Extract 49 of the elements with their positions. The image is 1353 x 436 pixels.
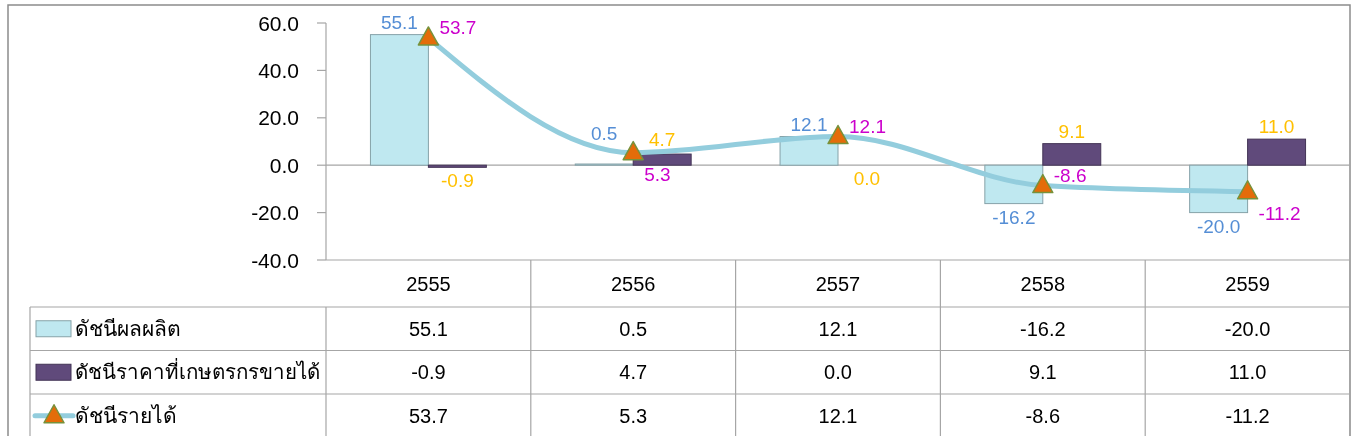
y-tick-label: 60.0 — [258, 11, 299, 35]
bar — [1042, 143, 1102, 166]
data-label: -11.2 — [1225, 404, 1270, 427]
y-tick-label: 0.0 — [269, 153, 299, 177]
text: -20.0 — [1196, 215, 1241, 237]
data-label: 4.7 — [619, 361, 648, 384]
text: 4.7 — [648, 128, 676, 150]
bar — [1247, 138, 1307, 166]
x-tick-label: 2559 — [1225, 272, 1270, 295]
legend-label: ดัชนีผลผลิต — [75, 316, 181, 340]
data-label: 55.1 — [408, 317, 448, 340]
x-tick-label: 2558 — [1020, 272, 1066, 295]
x-tick-label: 2555 — [406, 272, 451, 295]
text: -8.6 — [1053, 164, 1087, 186]
data-label: 0.5 — [619, 317, 648, 340]
text: 53.7 — [439, 16, 477, 38]
y-tick-label: 20.0 — [258, 106, 299, 130]
data-label: -8.6 — [1025, 404, 1061, 427]
data-label: 11.0 — [1228, 361, 1267, 384]
text: -11.2 — [1258, 202, 1301, 224]
y-tick-label: -40.0 — [251, 248, 299, 272]
data-label: -16.2 — [1020, 317, 1066, 340]
bar — [632, 153, 692, 166]
data-label: 0.0 — [824, 361, 852, 384]
legend-label: ดัชนีราคาที่เกษตรกรขายได้ — [75, 358, 320, 384]
text: 12.1 — [790, 113, 828, 135]
text: 0.5 — [591, 122, 618, 144]
y-tick-label: -20.0 — [251, 201, 299, 225]
data-label: 12.1 — [818, 317, 858, 340]
text: -16.2 — [992, 206, 1036, 228]
data-label: -20.0 — [1224, 317, 1271, 340]
data-label: 9.1 — [1028, 361, 1057, 384]
text: 5.3 — [644, 163, 671, 185]
data-label: 53.7 — [408, 404, 448, 427]
bar — [369, 34, 429, 166]
x-tick-label: 2556 — [610, 272, 656, 295]
data-label: 12.1 — [818, 404, 858, 427]
data-label: -0.9 — [411, 361, 446, 384]
text: 12.1 — [849, 115, 886, 137]
x-tick-label: 2557 — [815, 272, 861, 295]
bar — [427, 164, 487, 168]
legend-label: ดัชนีรายได้ — [75, 403, 177, 427]
text: 55.1 — [380, 11, 418, 33]
y-tick-label: 40.0 — [258, 58, 299, 82]
data-label: 5.3 — [619, 404, 648, 427]
text: 11.0 — [1258, 116, 1295, 138]
text: 9.1 — [1058, 120, 1085, 142]
text: -0.9 — [441, 170, 474, 192]
text: 0.0 — [853, 168, 881, 190]
